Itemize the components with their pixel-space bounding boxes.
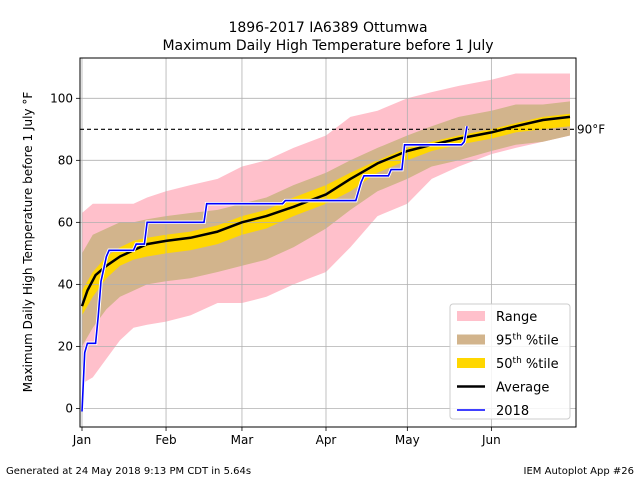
y-axis-label: Maximum Daily High Temperature before 1 …	[21, 92, 35, 393]
legend-box	[449, 303, 571, 420]
legend-item-label: 50th %tile	[496, 356, 559, 372]
x-tick-label: Jun	[481, 433, 501, 447]
legend-item-label: Average	[496, 381, 549, 396]
average-line	[80, 115, 571, 307]
legend-suffix: %tile	[522, 334, 559, 349]
x-tick-label: May	[395, 433, 420, 447]
legend-swatch	[457, 358, 485, 368]
legend-item-label: 2018	[496, 404, 529, 419]
chart-title-line1: 1896-2017 IA6389 Ottumwa	[228, 20, 427, 36]
x-tick-label: Apr	[316, 433, 337, 447]
x-tick-label: Feb	[155, 433, 176, 447]
y-tick-label: 80	[58, 153, 73, 167]
reference-line-label: 90°F	[577, 122, 605, 136]
chart-title-line2: Maximum Daily High Temperature before 1 …	[162, 38, 493, 54]
legend-superscript: th	[513, 356, 522, 366]
legend-item-label: 95th %tile	[496, 333, 559, 349]
footer-generated-text: Generated at 24 May 2018 9:13 PM CDT in …	[6, 466, 252, 477]
y-axis-unit: °F	[21, 92, 35, 105]
plot-frame	[79, 57, 577, 428]
legend-suffix: %tile	[522, 357, 559, 372]
legend-swatch	[457, 311, 485, 321]
x-tick-label: Jan	[72, 433, 92, 447]
legend-swatch	[457, 334, 485, 345]
y-tick-label: 20	[58, 339, 73, 353]
footer-app-label: IEM Autoplot App #26	[523, 466, 634, 477]
legend-superscript: th	[513, 333, 522, 343]
y-tick-label: 60	[58, 215, 73, 229]
y-tick-label: 40	[58, 277, 73, 291]
y-tick-label: 100	[50, 91, 73, 105]
series-2018-line	[81, 126, 468, 412]
y-tick-label: 0	[65, 401, 73, 415]
x-tick-label: Mar	[231, 433, 254, 447]
legend-item-label: Range	[496, 310, 537, 325]
